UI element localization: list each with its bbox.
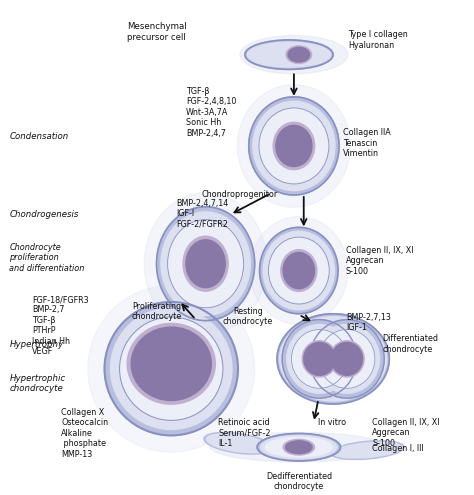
Ellipse shape — [288, 48, 310, 62]
Text: Collagen II, IX, XI
Aggrecan
S-100: Collagen II, IX, XI Aggrecan S-100 — [346, 246, 413, 276]
Text: Retinoic acid
Serum/FGF-2
IL-1: Retinoic acid Serum/FGF-2 IL-1 — [219, 418, 271, 447]
Text: FGF-18/FGFR3
BMP-2,7
TGF-β
PTHrP
Indian Hh
VEGF: FGF-18/FGFR3 BMP-2,7 TGF-β PTHrP Indian … — [32, 295, 89, 356]
Text: Collagen I, III: Collagen I, III — [373, 444, 424, 453]
Ellipse shape — [319, 330, 375, 388]
Ellipse shape — [281, 249, 317, 292]
Text: BMP-2,7,13
IGF-1: BMP-2,7,13 IGF-1 — [346, 313, 391, 332]
Text: Collagen II, IX, XI
Aggrecan
S-100: Collagen II, IX, XI Aggrecan S-100 — [373, 418, 440, 447]
Ellipse shape — [110, 308, 232, 430]
Ellipse shape — [161, 212, 250, 315]
Text: Hypertrophy: Hypertrophy — [9, 340, 64, 348]
Ellipse shape — [156, 207, 255, 321]
Text: Type I collagen
Hyaluronan: Type I collagen Hyaluronan — [348, 30, 408, 50]
Ellipse shape — [253, 101, 335, 191]
Ellipse shape — [105, 302, 238, 436]
Ellipse shape — [210, 433, 387, 462]
Ellipse shape — [330, 341, 364, 377]
Ellipse shape — [119, 317, 223, 420]
Ellipse shape — [247, 42, 331, 67]
Ellipse shape — [250, 217, 348, 325]
Ellipse shape — [280, 317, 387, 401]
Ellipse shape — [240, 36, 348, 74]
Ellipse shape — [283, 440, 315, 455]
Ellipse shape — [88, 285, 255, 452]
Ellipse shape — [168, 220, 244, 308]
Ellipse shape — [259, 108, 329, 184]
Text: Chondrogenesis: Chondrogenesis — [9, 210, 79, 219]
Ellipse shape — [333, 442, 402, 458]
Ellipse shape — [206, 434, 270, 452]
Ellipse shape — [249, 97, 339, 195]
Text: Proliferating
chondrocyte: Proliferating chondrocyte — [131, 302, 182, 321]
Ellipse shape — [310, 320, 384, 398]
Ellipse shape — [131, 327, 211, 400]
Ellipse shape — [186, 240, 225, 288]
Text: Differentiated
chondrocyte: Differentiated chondrocyte — [382, 335, 438, 354]
Text: Collagen X
Osteocalcin
Alkaline
 phosphate
MMP-13: Collagen X Osteocalcin Alkaline phosphat… — [61, 408, 109, 458]
Text: Collagen IIA
Tenascin
Vimentin: Collagen IIA Tenascin Vimentin — [343, 128, 391, 158]
Text: TGF-β
FGF-2,4,8,10
Wnt-3A,7A
Sonic Hh
BMP-2,4,7: TGF-β FGF-2,4,8,10 Wnt-3A,7A Sonic Hh BM… — [186, 87, 237, 138]
Text: Hypertrophic
chondrocyte: Hypertrophic chondrocyte — [9, 374, 65, 393]
Ellipse shape — [331, 343, 363, 375]
Ellipse shape — [331, 441, 404, 459]
Ellipse shape — [273, 122, 315, 170]
Ellipse shape — [285, 441, 312, 453]
Ellipse shape — [144, 193, 267, 335]
Ellipse shape — [286, 46, 311, 63]
Ellipse shape — [277, 314, 389, 404]
Ellipse shape — [261, 436, 337, 459]
Ellipse shape — [304, 343, 335, 375]
Ellipse shape — [204, 433, 272, 454]
Ellipse shape — [276, 125, 312, 166]
Text: Mesenchymal
precursor cell: Mesenchymal precursor cell — [127, 22, 186, 42]
Text: BMP-2,4,7,14
IGF-I
FGF-2/FGFR2: BMP-2,4,7,14 IGF-I FGF-2/FGFR2 — [176, 199, 228, 229]
Ellipse shape — [287, 325, 352, 393]
Ellipse shape — [257, 434, 340, 461]
Text: Condensation: Condensation — [9, 132, 69, 141]
Text: Dedifferentiated
chondrocyte: Dedifferentiated chondrocyte — [266, 472, 332, 491]
Text: Resting
chondrocyte: Resting chondrocyte — [223, 307, 273, 326]
Ellipse shape — [260, 227, 338, 314]
Ellipse shape — [127, 323, 215, 404]
Ellipse shape — [237, 85, 350, 207]
Ellipse shape — [282, 320, 357, 398]
Ellipse shape — [292, 330, 347, 388]
Text: Chondrocyte
proliferation
and differentiation: Chondrocyte proliferation and differenti… — [9, 243, 85, 273]
Text: In vitro: In vitro — [319, 418, 346, 427]
Text: Chondroprogenitor: Chondroprogenitor — [202, 190, 278, 199]
Ellipse shape — [283, 252, 315, 289]
Ellipse shape — [265, 438, 332, 457]
Ellipse shape — [268, 237, 329, 304]
Ellipse shape — [183, 236, 228, 291]
Ellipse shape — [302, 341, 337, 377]
Ellipse shape — [245, 40, 333, 69]
Ellipse shape — [314, 325, 380, 393]
Ellipse shape — [263, 231, 335, 310]
